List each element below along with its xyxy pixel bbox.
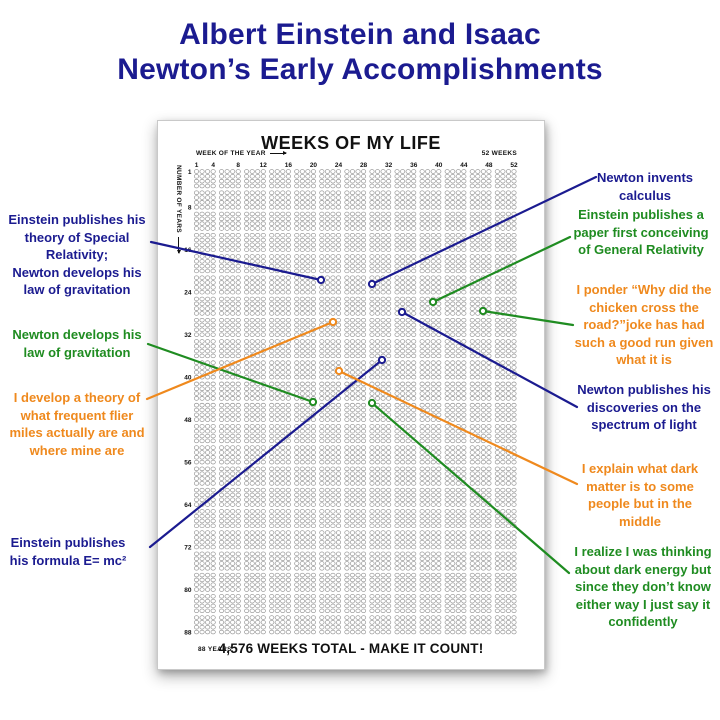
svg-text:40: 40 [435, 162, 443, 169]
annotation-text-line: paper first conceiving [573, 224, 709, 240]
svg-text:8: 8 [188, 205, 192, 212]
annotation-general-relativity: Einstein publishes a paper first conceivi… [566, 206, 716, 259]
annotation-text-line: spectrum of light [591, 417, 697, 432]
annotation-calculus: Newton invents calculus [570, 169, 720, 204]
right-arrow-icon [269, 150, 287, 156]
svg-text:32: 32 [385, 162, 393, 169]
svg-text:56: 56 [184, 459, 192, 466]
annotation-text-line: Newton invents [596, 170, 694, 185]
annotation-text-line: what it is [616, 352, 672, 367]
annotation-text-line: such a good run given [574, 334, 714, 350]
x-axis-label-group: WEEK OF THE YEAR [196, 150, 287, 157]
annotation-text-line: either way I just say it [575, 596, 711, 612]
annotation-text-line: Einstein publishes a [578, 207, 704, 222]
svg-text:8: 8 [236, 162, 240, 169]
svg-text:16: 16 [285, 162, 293, 169]
svg-text:64: 64 [184, 502, 192, 509]
page-title: Albert Einstein and Isaac Newton’s Early… [0, 17, 720, 87]
annotation-text-line: Einstein publishes his [8, 212, 146, 227]
annotation-text-line: Newton develops his [12, 327, 142, 342]
annotation-dark-matter: I explain what dark matter is to some peop… [565, 460, 715, 530]
x-axis-label: WEEK OF THE YEAR [196, 150, 266, 157]
svg-text:1: 1 [188, 169, 192, 176]
annotation-text-line: Einstein publishes [10, 535, 126, 550]
annotation-special-relativity-gravitation: Einstein publishes his theory of Special R… [2, 211, 152, 299]
weeks-of-life-poster: WEEKS OF MY LIFE WEEK OF THE YEAR 52 WEE… [157, 120, 545, 670]
annotation-emc2: Einstein publishes his formula E= mc² [0, 534, 143, 569]
page-title-line-1: Albert Einstein and Isaac [179, 18, 541, 51]
annotation-text-line: I ponder “Why did the [576, 282, 712, 297]
annotation-text-line: calculus [618, 187, 672, 203]
annotation-text-line: where mine are [29, 442, 125, 458]
footer-years-label: 88 YEARS [198, 646, 232, 653]
annotation-text-line: law of gravitation [23, 344, 131, 360]
annotation-text-line: Newton develops his [12, 264, 142, 280]
svg-text:48: 48 [485, 162, 493, 169]
annotation-text-line: middle [619, 513, 661, 529]
svg-text:1: 1 [195, 162, 199, 169]
annotation-spectrum-of-light: Newton publishes his discoveries on the sp… [569, 381, 719, 434]
annotation-text-line: about dark energy but [574, 561, 712, 577]
annotation-text-line: people but in the [588, 496, 692, 511]
annotation-text-line: theory of Special [24, 229, 130, 245]
svg-text:28: 28 [360, 162, 368, 169]
column-tick-labels: 1 4 8 12 16 20 24 28 32 36 40 44 48 52 [195, 162, 518, 169]
annotation-text-line: since they don’t know [575, 579, 711, 594]
svg-text:72: 72 [184, 544, 192, 551]
svg-text:32: 32 [184, 332, 192, 339]
svg-text:24: 24 [184, 289, 192, 296]
week-dots [193, 169, 517, 635]
annotation-text-line: confidently [608, 614, 678, 629]
annotation-text-line: his formula E= mc² [9, 552, 127, 568]
annotation-text-line: I explain what dark [581, 461, 699, 476]
svg-text:80: 80 [184, 587, 192, 594]
svg-text:20: 20 [310, 162, 318, 169]
annotation-text-line: what frequent flier [20, 407, 134, 423]
svg-text:4: 4 [211, 162, 215, 169]
annotation-text-line: law of gravitation [23, 282, 131, 297]
svg-text:36: 36 [410, 162, 418, 169]
svg-text:52: 52 [510, 162, 518, 169]
svg-text:88: 88 [184, 629, 192, 636]
annotation-text-line: matter is to some [586, 478, 694, 494]
annotation-newton-gravitation: Newton develops his law of gravitation [2, 326, 152, 361]
annotation-text-line: Relativity; [45, 247, 109, 262]
svg-text:12: 12 [260, 162, 268, 169]
svg-text:48: 48 [184, 417, 192, 424]
annotation-dark-energy: I realize I was thinking about dark energ… [568, 543, 718, 631]
annotation-chicken-joke: I ponder “Why did the chicken cross the ro… [569, 281, 719, 369]
footer-text: 4,576 WEEKS TOTAL - MAKE IT COUNT! [218, 641, 484, 656]
annotation-text-line: miles actually are and [9, 425, 145, 440]
annotation-text-line: road?”joke has had [583, 317, 705, 332]
life-weeks-grid: 1 4 8 12 16 20 24 28 32 36 40 44 48 52181624324048566… [184, 162, 518, 637]
x-axis-max-label: 52 WEEKS [481, 150, 517, 157]
svg-text:16: 16 [184, 247, 192, 254]
svg-text:40: 40 [184, 374, 192, 381]
annotation-text-line: chicken cross the [589, 299, 699, 315]
svg-text:24: 24 [335, 162, 343, 169]
annotation-text-line: of General Relativity [578, 242, 704, 257]
annotation-text-line: I realize I was thinking [574, 544, 712, 559]
page-title-line-2: Newton’s Early Accomplishments [117, 53, 603, 86]
svg-text:44: 44 [460, 162, 468, 169]
annotation-frequent-flier-miles: I develop a theory of what frequent flier… [2, 389, 152, 459]
poster-title: WEEKS OF MY LIFE [261, 133, 441, 153]
annotation-text-line: I develop a theory of [13, 390, 141, 405]
row-tick-labels: 1 8 16 24 32 40 48 56 64 72 80 88 [184, 169, 192, 637]
annotation-text-line: discoveries on the [586, 399, 702, 415]
annotation-text-line: Newton publishes his [577, 382, 711, 397]
